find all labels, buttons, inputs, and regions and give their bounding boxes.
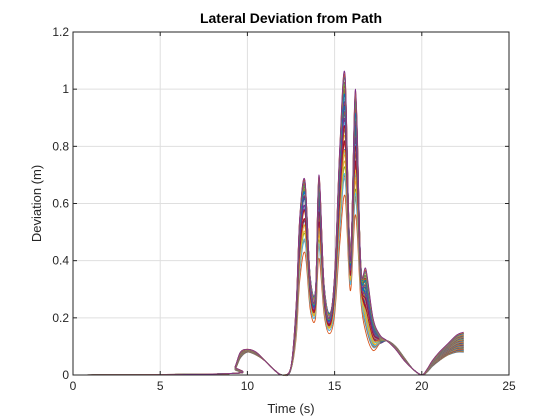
y-tick-label: 0.4 — [52, 254, 69, 268]
x-tick-label: 20 — [415, 379, 429, 393]
x-tick-label: 10 — [241, 379, 255, 393]
y-tick-label: 0.6 — [52, 197, 69, 211]
series-line — [72, 70, 464, 376]
y-axis-label: Deviation (m) — [29, 165, 44, 242]
y-tick-label: 1 — [62, 82, 69, 96]
x-axis-label: Time (s) — [267, 401, 314, 416]
y-tick-label: 0.2 — [52, 311, 69, 325]
x-tick-label: 0 — [70, 379, 77, 393]
y-tick-label: 0.8 — [52, 139, 69, 153]
x-tick-label: 25 — [502, 379, 516, 393]
y-tick-label: 0 — [62, 368, 69, 382]
y-tick-label: 1.2 — [52, 25, 69, 39]
x-tick-label: 15 — [328, 379, 342, 393]
series-lines — [72, 70, 464, 377]
axis-ticks: 0 5 10 15 20 25 0 0.2 0.4 0.6 0.8 1 1.2 — [52, 25, 516, 393]
grid-lines — [73, 32, 509, 375]
x-tick-label: 5 — [157, 379, 164, 393]
chart-title: Lateral Deviation from Path — [200, 10, 382, 26]
